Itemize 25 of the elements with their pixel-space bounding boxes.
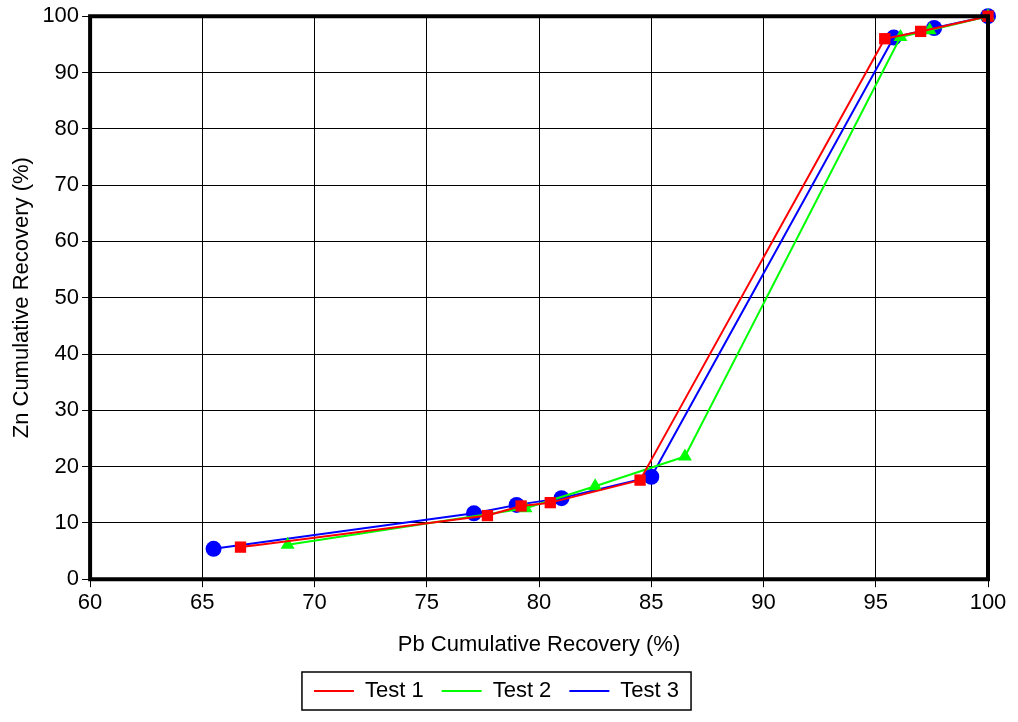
x-tick-label: 65: [190, 589, 215, 615]
x-axis-title: Pb Cumulative Recovery (%): [397, 630, 681, 656]
y-tick-label: 50: [54, 283, 80, 309]
x-tick-label: 95: [863, 589, 889, 615]
y-tick-label: 60: [54, 227, 80, 253]
y-tick-label: 20: [54, 452, 80, 478]
x-tick-label: 100: [969, 589, 1007, 615]
y-tick-label: 10: [54, 508, 80, 534]
x-tick-label: 60: [77, 589, 103, 615]
legend-label: Test 3: [620, 677, 680, 703]
x-tick-label: 90: [751, 589, 776, 615]
y-tick-label: 40: [54, 340, 80, 366]
x-tick-label: 75: [414, 589, 440, 615]
y-tick-label: 70: [54, 171, 80, 197]
x-tick-label: 80: [526, 589, 552, 615]
x-tick-label: 85: [639, 589, 664, 615]
y-axis-title: Zn Cumulative Recovery (%): [8, 157, 34, 439]
legend-label: Test 1: [364, 677, 424, 703]
y-tick-label: 80: [54, 114, 80, 140]
x-tick-label: 70: [302, 589, 327, 615]
y-tick-label: 30: [54, 396, 80, 422]
y-tick-label: 100: [42, 2, 80, 28]
y-tick-label: 0: [66, 565, 80, 591]
y-tick-label: 90: [54, 58, 80, 84]
legend-label: Test 2: [492, 677, 552, 703]
